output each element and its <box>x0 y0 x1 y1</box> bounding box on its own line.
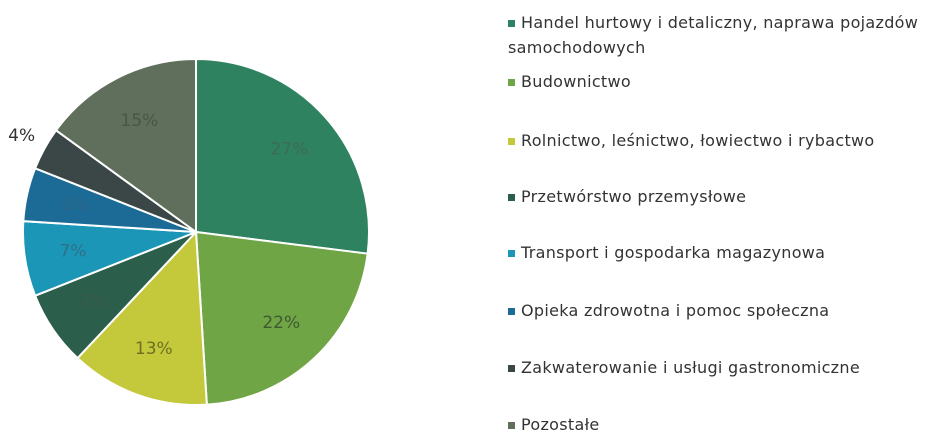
slice-label: 27% <box>271 140 309 160</box>
legend-label: Pozostałe <box>521 415 600 434</box>
legend-item: Przetwórstwo przemysłowe <box>508 184 948 209</box>
legend-item: Opieka zdrowotna i pomoc społeczna <box>508 298 948 323</box>
pie-slice <box>76 229 208 406</box>
legend-item: Pozostałe <box>508 412 948 437</box>
legend-label: Rolnictwo, leśnictwo, łowiectwo i rybact… <box>521 131 875 150</box>
legend-item: Budownictwo <box>508 69 948 94</box>
legend-item: Zakwaterowanie i usługi gastronomiczne <box>508 355 948 380</box>
legend-swatch <box>508 365 515 372</box>
legend-item: Rolnictwo, leśnictwo, łowiectwo i rybact… <box>508 128 948 153</box>
legend-swatch <box>508 422 515 429</box>
slice-label: 13% <box>135 339 173 359</box>
slice-label: 4% <box>8 126 35 146</box>
legend-label: Opieka zdrowotna i pomoc społeczna <box>521 301 830 320</box>
legend-swatch <box>508 194 515 201</box>
legend-swatch <box>508 20 515 27</box>
pie-slice <box>195 57 370 255</box>
slice-label: 15% <box>121 111 159 131</box>
legend-swatch <box>508 308 515 315</box>
slice-label: 22% <box>262 313 300 333</box>
legend-swatch <box>508 79 515 86</box>
pie-slice <box>54 57 197 234</box>
legend-label: Przetwórstwo przemysłowe <box>521 187 747 206</box>
slice-label: 5% <box>61 195 88 215</box>
legend-label: Budownictwo <box>521 72 631 91</box>
slice-label: 7% <box>59 241 86 261</box>
slice-label: 7% <box>79 292 106 312</box>
legend-item: Handel hurtowy i detaliczny, naprawa poj… <box>508 10 948 60</box>
legend-label: Handel hurtowy i detaliczny, naprawa poj… <box>508 13 919 57</box>
legend-label: Transport i gospodarka magazynowa <box>521 243 826 262</box>
legend-item: Transport i gospodarka magazynowa <box>508 240 948 265</box>
legend-swatch <box>508 138 515 145</box>
legend-label: Zakwaterowanie i usługi gastronomiczne <box>521 358 860 377</box>
pie-slice <box>194 230 369 406</box>
legend-swatch <box>508 250 515 257</box>
